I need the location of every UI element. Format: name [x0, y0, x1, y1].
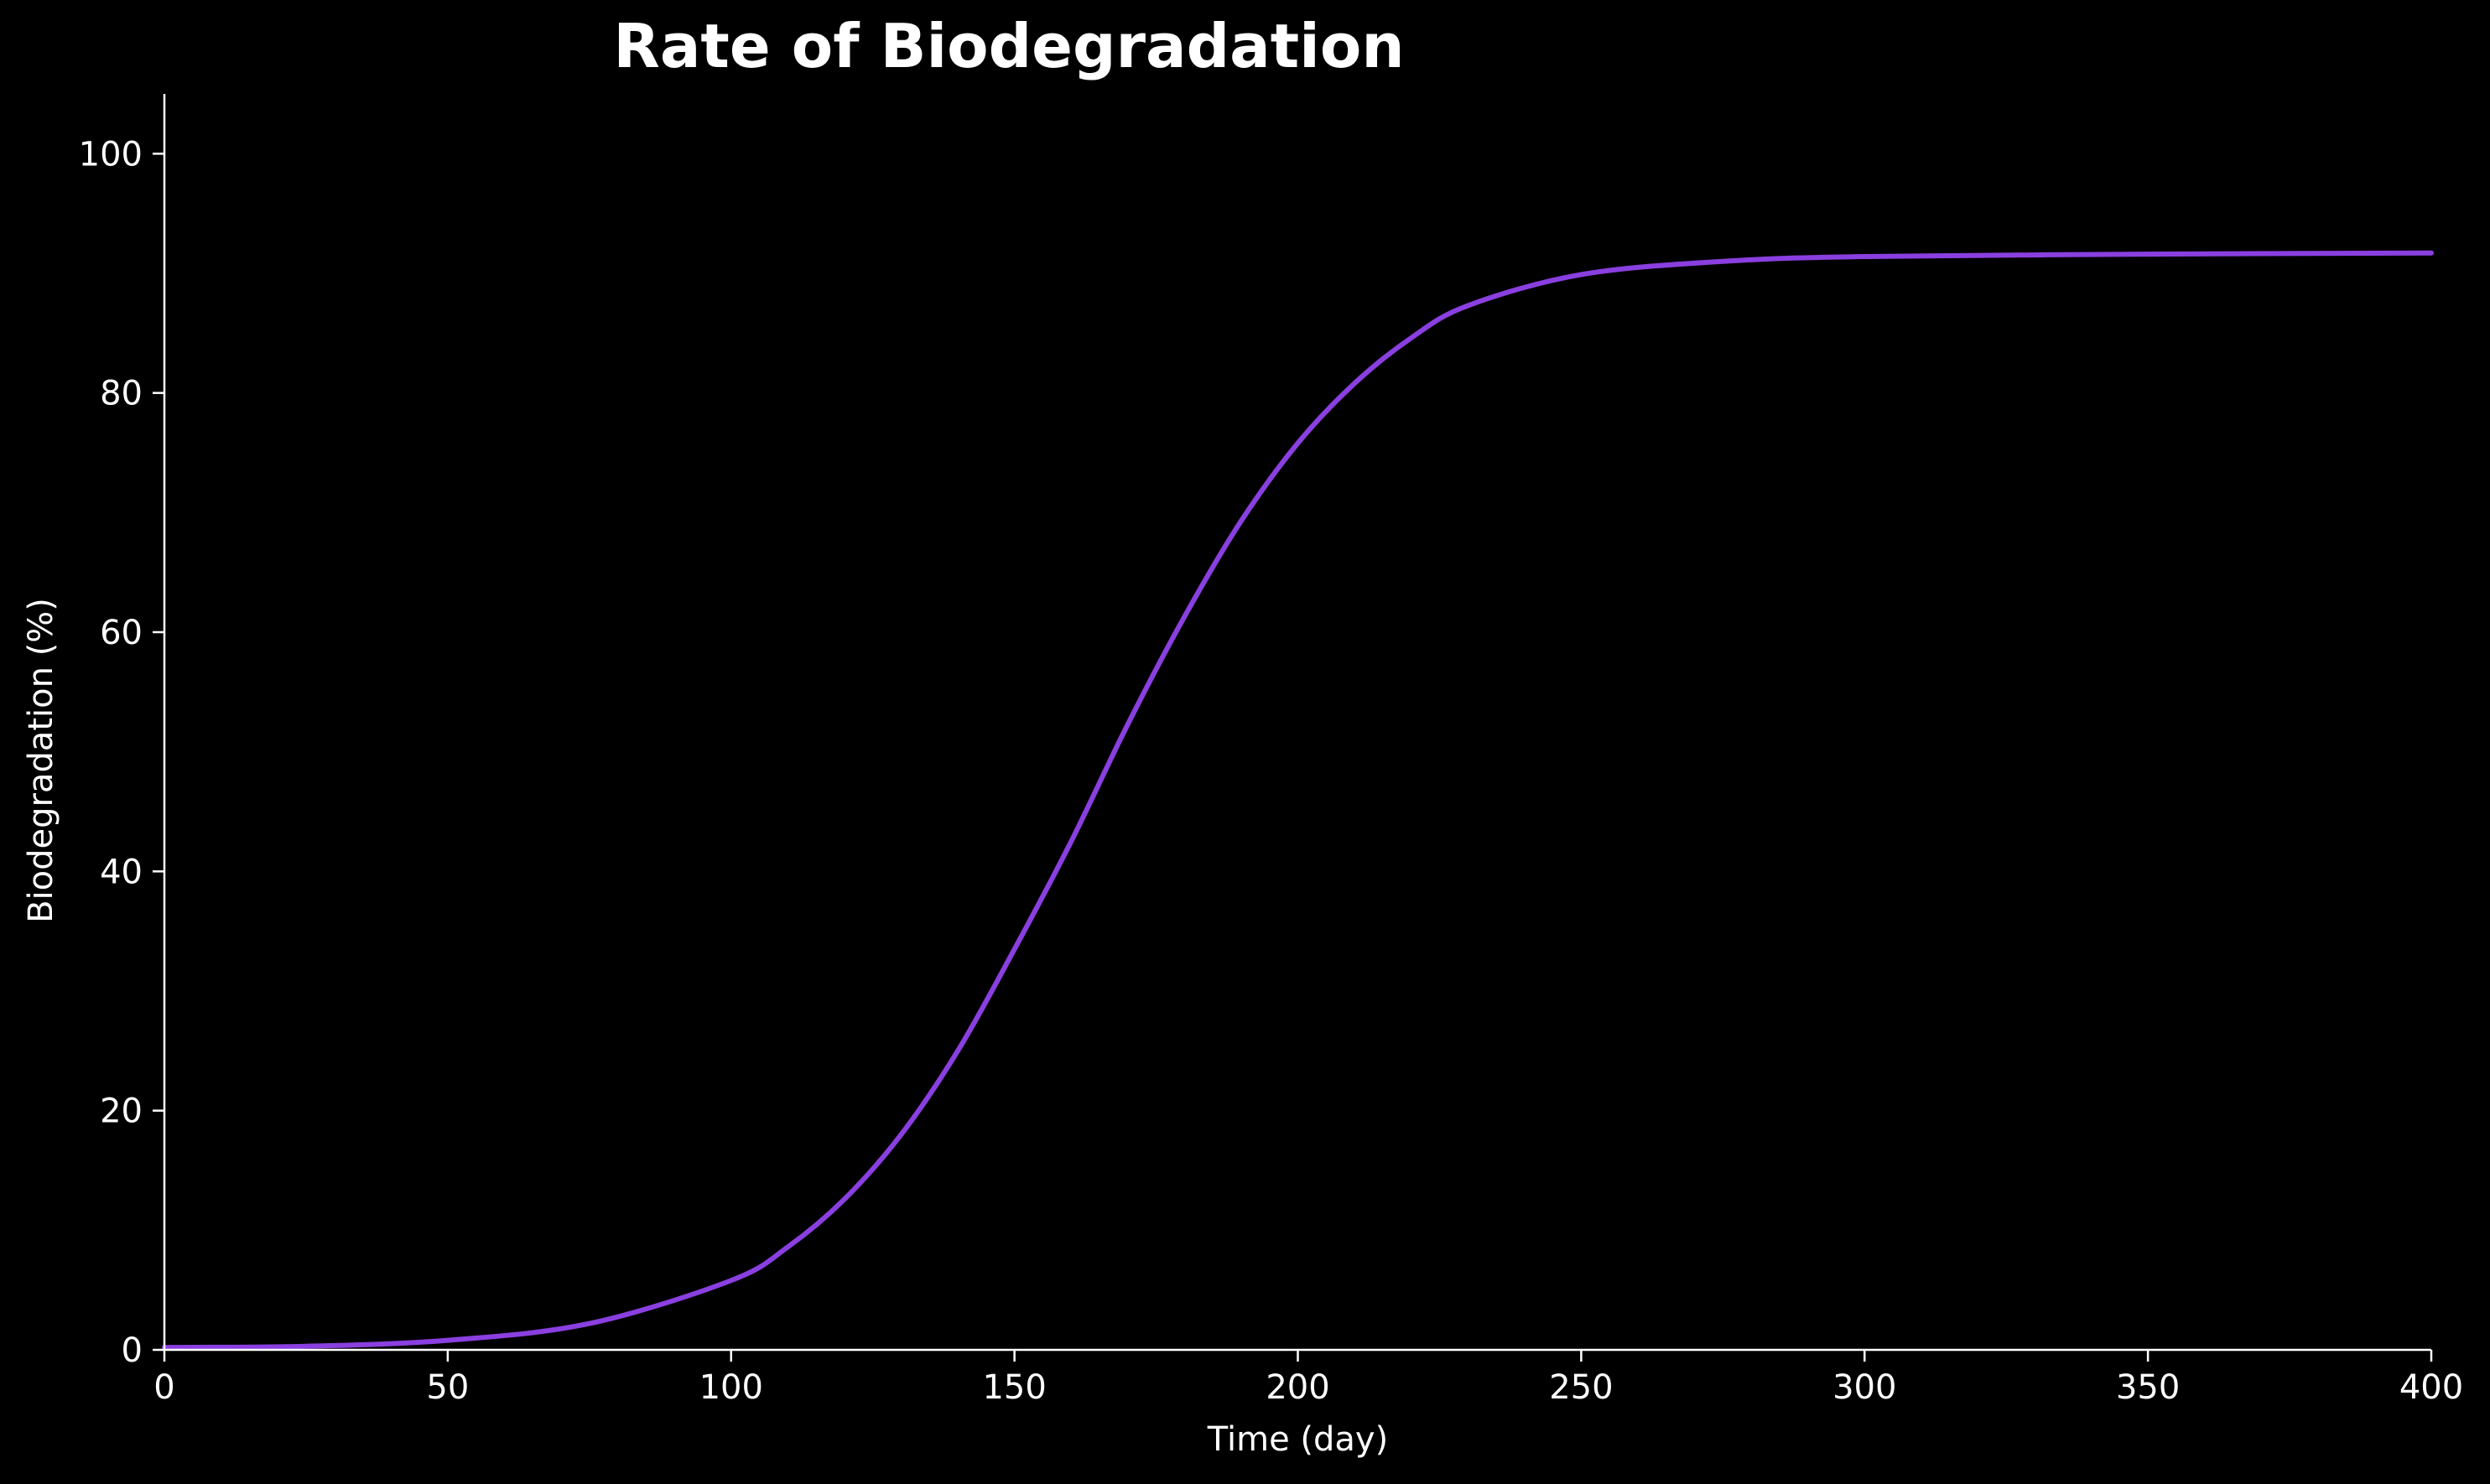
- series-line: [162, 250, 2434, 1351]
- x-tick-label: 200: [1266, 1368, 1329, 1407]
- plot-area: [162, 250, 2434, 1351]
- x-tick-label: 350: [2116, 1368, 2180, 1407]
- y-tick-label: 20: [100, 1092, 143, 1131]
- y-tick-label: 80: [100, 375, 143, 413]
- x-tick-label: 0: [153, 1368, 174, 1407]
- x-tick-label: 150: [982, 1368, 1046, 1407]
- x-axis-ticks: 0 50 100 150 200 250 300 350 400: [153, 1350, 2463, 1407]
- x-tick-label: 100: [699, 1368, 763, 1407]
- y-tick-label: 40: [100, 853, 143, 891]
- y-tick-label: 100: [79, 135, 143, 174]
- x-tick-label: 400: [2399, 1368, 2463, 1407]
- x-axis-label: Time (day): [1207, 1420, 1388, 1459]
- x-tick-label: 250: [1549, 1368, 1613, 1407]
- y-axis-label: Biodegradation (%): [22, 598, 60, 923]
- y-tick-label: 0: [122, 1331, 143, 1370]
- y-tick-label: 60: [100, 614, 143, 652]
- x-tick-label: 300: [1832, 1368, 1896, 1407]
- y-axis-ticks: 0 20 40 60 80 100: [79, 135, 164, 1370]
- chart-title: Rate of Biodegradation: [613, 11, 1404, 81]
- x-tick-label: 50: [426, 1368, 469, 1407]
